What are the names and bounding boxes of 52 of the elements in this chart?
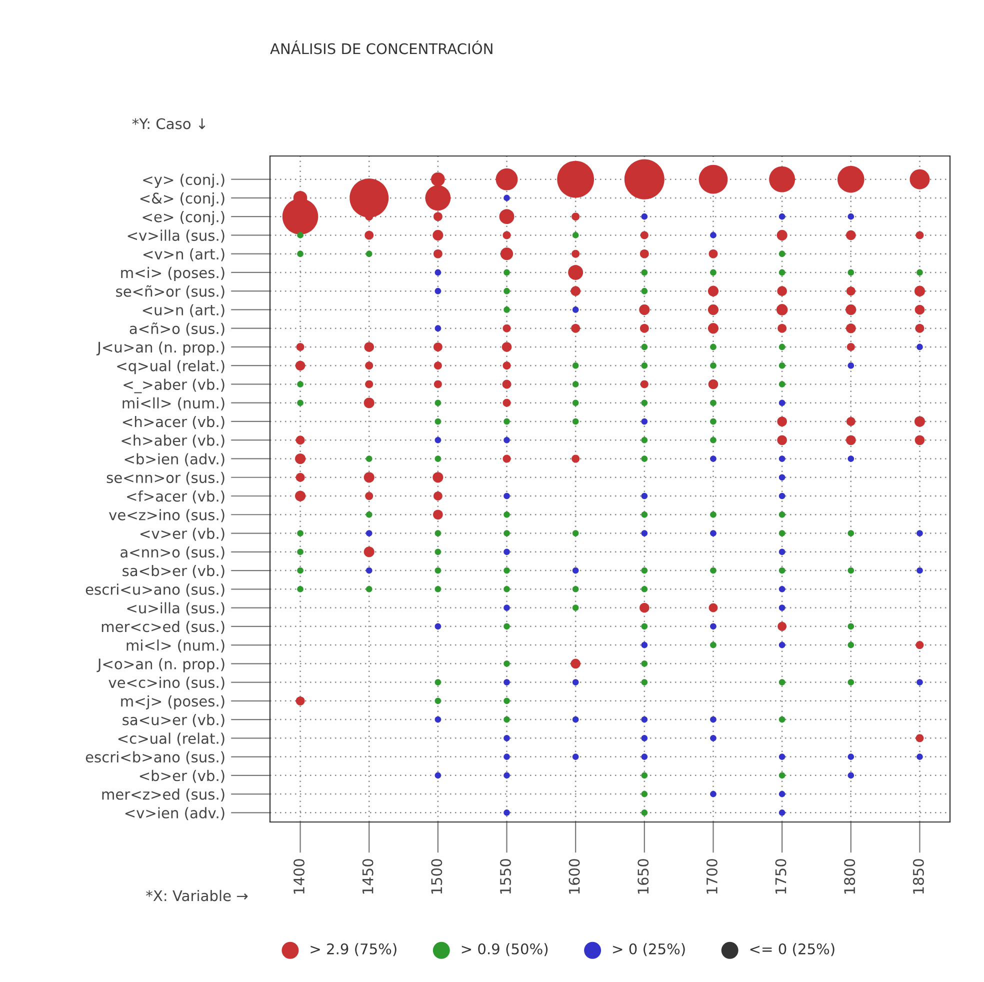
x-tick-label: 1450 [362, 859, 374, 894]
x-tick-label: 1750 [775, 859, 786, 894]
y-tick-label: J<o>an (n. prop.) [96, 658, 224, 672]
legend-label: <= 0 (25%) [750, 943, 834, 956]
y-tick-label: <b>ien (adv.) [124, 453, 224, 466]
x-tick-label: 1500 [431, 859, 442, 894]
y-tick-label: J<u>an (n. prop.) [96, 341, 224, 356]
y-tick-label: a<nn>o (sus.) [120, 546, 224, 560]
y-tick-label: a<ñ>o (sus.) [130, 322, 224, 336]
y-tick-label: sa<b>er (vb.) [122, 564, 224, 578]
y-tick-label: se<nn>or (sus.) [106, 472, 224, 485]
y-tick-label: <_>aber (vb.) [124, 378, 224, 394]
y-tick-label: <e> (conj.) [142, 211, 224, 226]
y-tick-label: mi<ll> (num.) [122, 397, 224, 410]
text: *Y: Caso ↓ [132, 118, 206, 130]
legend-label: > 2.9 (75%) [310, 943, 396, 956]
y-tick-label: mer<z>ed (sus.) [102, 788, 224, 802]
x-tick-label: 1650 [638, 859, 649, 894]
y-tick-label: <u>illa (sus.) [127, 602, 224, 616]
y-tick-label: <v>illa (sus.) [128, 230, 224, 243]
x-tick-label: 1400 [293, 859, 305, 894]
y-tick-label: ve<c>ino (sus.) [108, 676, 224, 690]
y-tick-label: <&> (conj.) [140, 192, 224, 207]
x-tick-label: 1850 [912, 859, 924, 894]
chart-title: ANÁLISIS DE CONCENTRACIÓN [270, 40, 492, 54]
y-tick-label: <f>acer (vb.) [127, 490, 224, 504]
y-tick-label: escri<b>ano (sus.) [86, 751, 224, 764]
y-tick-label: sa<u>er (vb.) [122, 714, 224, 728]
y-tick-label: <u>n (art.) [142, 304, 224, 318]
y-tick-label: escri<u>ano (sus.) [86, 584, 224, 597]
y-tick-label: <v>n (art.) [143, 248, 224, 262]
x-axis-title: *X: Variable → [146, 890, 248, 902]
legend-label: > 0 (25%) [613, 943, 685, 956]
y-tick-label: ve<z>ino (sus.) [108, 509, 224, 522]
x-tick-label: 1550 [500, 859, 511, 894]
y-tick-label: mer<c>ed (sus.) [102, 620, 224, 634]
y-tick-label: <y> (conj.) [143, 174, 224, 188]
y-tick-label: mi<l> (num.) [126, 639, 224, 652]
x-tick-label: 1600 [568, 859, 580, 894]
y-tick-label: m<i> (poses.) [121, 266, 224, 282]
y-tick-label: m<j> (poses.) [121, 695, 224, 710]
y-tick-label: <v>ien (adv.) [125, 807, 224, 820]
y-tick-label: <b>er (vb.) [140, 770, 224, 783]
x-tick-label: 1800 [844, 859, 856, 894]
y-tick-label: <v>er (vb.) [140, 528, 224, 541]
y-tick-label: <h>acer (vb.) [122, 416, 224, 429]
y-tick-label: <q>ual (relat.) [117, 360, 224, 374]
y-tick-label: se<ñ>or (sus.) [116, 285, 224, 299]
y-tick-label: <c>ual (relat.) [118, 732, 224, 746]
legend-label: > 0.9 (50%) [462, 943, 548, 956]
x-tick-label: 1700 [706, 859, 718, 894]
y-tick-label: <h>aber (vb.) [122, 434, 224, 448]
